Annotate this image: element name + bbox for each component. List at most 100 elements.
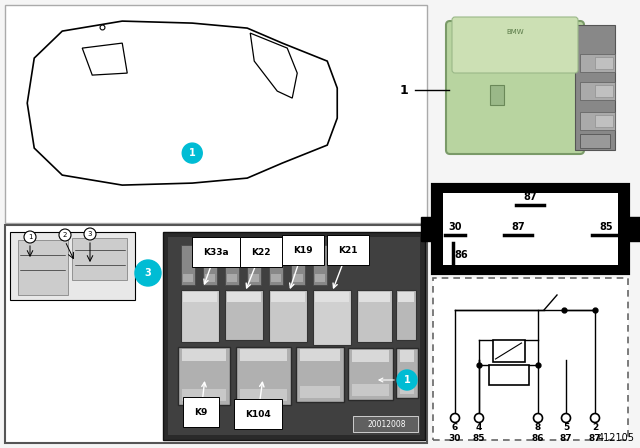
FancyBboxPatch shape <box>446 21 584 154</box>
Text: 20012008: 20012008 <box>368 419 406 428</box>
Bar <box>359 292 390 302</box>
Polygon shape <box>250 33 297 98</box>
Bar <box>400 350 414 362</box>
Text: 8: 8 <box>535 422 541 431</box>
Bar <box>400 382 414 394</box>
Bar <box>300 386 340 398</box>
Text: 87: 87 <box>523 192 537 202</box>
Bar <box>396 348 418 398</box>
Bar <box>352 384 389 396</box>
Bar <box>398 292 414 302</box>
Text: K22: K22 <box>252 247 271 257</box>
Bar <box>247 245 261 285</box>
Bar <box>178 347 230 405</box>
Text: 30: 30 <box>448 222 461 232</box>
Bar <box>72 238 127 280</box>
Text: K21: K21 <box>339 246 358 254</box>
Bar <box>313 290 351 345</box>
Bar <box>240 349 287 361</box>
Bar <box>183 274 193 282</box>
Bar <box>240 389 287 401</box>
Circle shape <box>24 231 36 243</box>
Text: K33a: K33a <box>203 247 229 257</box>
Circle shape <box>561 414 570 422</box>
Text: 1: 1 <box>404 375 410 385</box>
Bar <box>168 237 420 435</box>
Text: 3: 3 <box>88 231 92 237</box>
Bar <box>293 274 303 282</box>
Bar <box>595 57 613 69</box>
Circle shape <box>182 143 202 163</box>
Text: K19: K19 <box>293 246 313 254</box>
Bar <box>271 274 281 282</box>
Bar <box>315 292 349 302</box>
Bar <box>249 274 259 282</box>
Text: 2: 2 <box>592 422 598 431</box>
Circle shape <box>534 414 543 422</box>
Text: 87: 87 <box>589 434 602 443</box>
Bar <box>182 389 226 401</box>
Bar <box>580 54 615 72</box>
Bar <box>271 292 305 302</box>
Circle shape <box>135 260 161 286</box>
Bar <box>183 292 217 302</box>
Bar <box>357 290 392 342</box>
Bar <box>225 290 263 340</box>
Bar <box>227 292 261 302</box>
FancyBboxPatch shape <box>452 17 578 73</box>
Bar <box>315 274 325 282</box>
Bar <box>490 85 504 105</box>
Text: 5: 5 <box>563 422 569 431</box>
Text: 1: 1 <box>399 83 408 96</box>
Text: 86: 86 <box>454 250 468 260</box>
Bar <box>348 348 393 400</box>
Circle shape <box>59 229 71 241</box>
Bar <box>181 290 219 342</box>
Polygon shape <box>10 232 135 300</box>
Bar <box>488 365 529 385</box>
Bar <box>205 274 215 282</box>
Bar <box>575 25 615 150</box>
Circle shape <box>474 414 483 422</box>
Text: 412105: 412105 <box>598 433 635 443</box>
Text: 86: 86 <box>532 434 544 443</box>
Bar <box>5 5 427 223</box>
Text: K9: K9 <box>195 408 208 417</box>
Bar <box>203 245 217 285</box>
Text: 3: 3 <box>145 268 152 278</box>
Text: 87: 87 <box>560 434 572 443</box>
Bar <box>352 350 389 362</box>
Bar <box>300 349 340 361</box>
Circle shape <box>84 228 96 240</box>
Circle shape <box>451 414 460 422</box>
Bar <box>433 278 628 440</box>
Text: 85: 85 <box>473 434 485 443</box>
Circle shape <box>397 370 417 390</box>
Bar <box>580 134 610 148</box>
Bar <box>595 85 613 97</box>
Bar <box>269 290 307 342</box>
Text: 4: 4 <box>476 422 482 431</box>
Text: K104: K104 <box>245 409 271 418</box>
Bar <box>580 112 615 130</box>
Text: 2: 2 <box>63 232 67 238</box>
Bar <box>163 232 425 440</box>
Bar <box>182 349 226 361</box>
Bar <box>595 115 613 127</box>
Bar <box>396 290 416 340</box>
Bar <box>18 240 68 295</box>
Bar <box>225 245 239 285</box>
Text: 87: 87 <box>511 222 525 232</box>
Bar <box>580 82 615 100</box>
Bar <box>353 416 418 432</box>
Bar <box>236 347 291 405</box>
Bar <box>433 185 628 273</box>
Text: 1: 1 <box>28 234 32 240</box>
Text: BMW: BMW <box>506 29 524 35</box>
Bar <box>269 245 283 285</box>
Bar <box>493 340 525 362</box>
Bar <box>291 245 305 285</box>
Text: 85: 85 <box>599 222 613 232</box>
Bar <box>5 225 427 443</box>
Text: 6: 6 <box>452 422 458 431</box>
